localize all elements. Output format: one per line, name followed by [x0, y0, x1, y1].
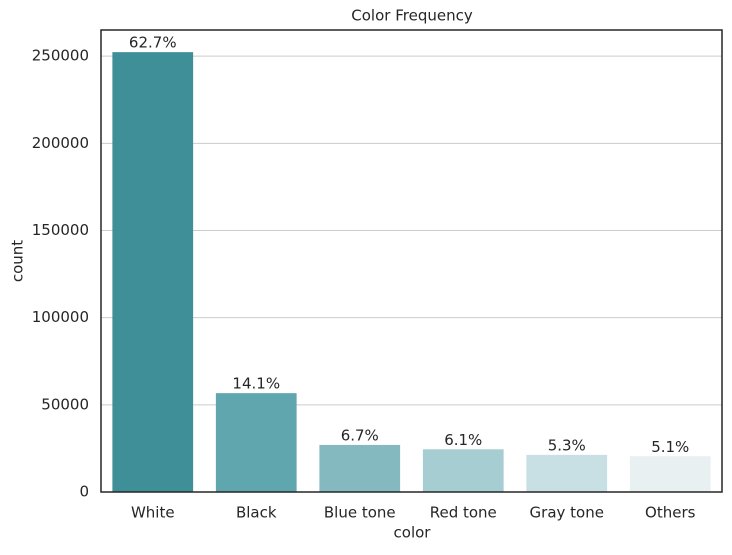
y-tick-label: 50000 — [41, 395, 89, 413]
x-tick-label: Black — [236, 504, 277, 522]
y-tick-label: 100000 — [32, 308, 89, 326]
bar — [526, 454, 608, 492]
y-tick-label: 200000 — [32, 134, 89, 152]
bar — [112, 52, 194, 492]
bar — [629, 456, 711, 492]
x-tick-label: Others — [645, 504, 696, 522]
bar — [422, 449, 504, 492]
x-axis-label: color — [394, 524, 432, 542]
x-tick-label: Gray tone — [530, 504, 604, 522]
y-tick-label: 0 — [79, 483, 89, 501]
bar-label: 5.3% — [548, 436, 586, 454]
y-axis-label: count — [9, 240, 27, 282]
x-tick-label: Blue tone — [324, 504, 396, 522]
bar-label: 62.7% — [129, 34, 177, 52]
x-tick-label: White — [131, 504, 175, 522]
bar — [215, 393, 297, 492]
y-tick-label: 150000 — [32, 221, 89, 239]
plot-frame — [100, 29, 723, 493]
bar-label: 14.1% — [232, 375, 280, 393]
chart-title: Color Frequency — [351, 7, 473, 25]
bar-label: 6.7% — [341, 426, 379, 444]
bar-label: 5.1% — [651, 438, 689, 456]
bar — [319, 444, 401, 492]
bar-label: 6.1% — [444, 431, 482, 449]
x-tick-label: Red tone — [430, 504, 497, 522]
y-tick-label: 250000 — [32, 47, 89, 65]
